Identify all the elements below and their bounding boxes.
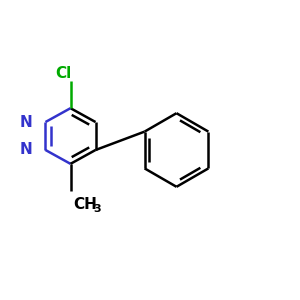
Text: N: N <box>20 142 32 158</box>
Text: CH: CH <box>74 197 97 212</box>
Text: Cl: Cl <box>55 66 71 81</box>
Text: 3: 3 <box>94 204 101 214</box>
Text: N: N <box>20 115 32 130</box>
